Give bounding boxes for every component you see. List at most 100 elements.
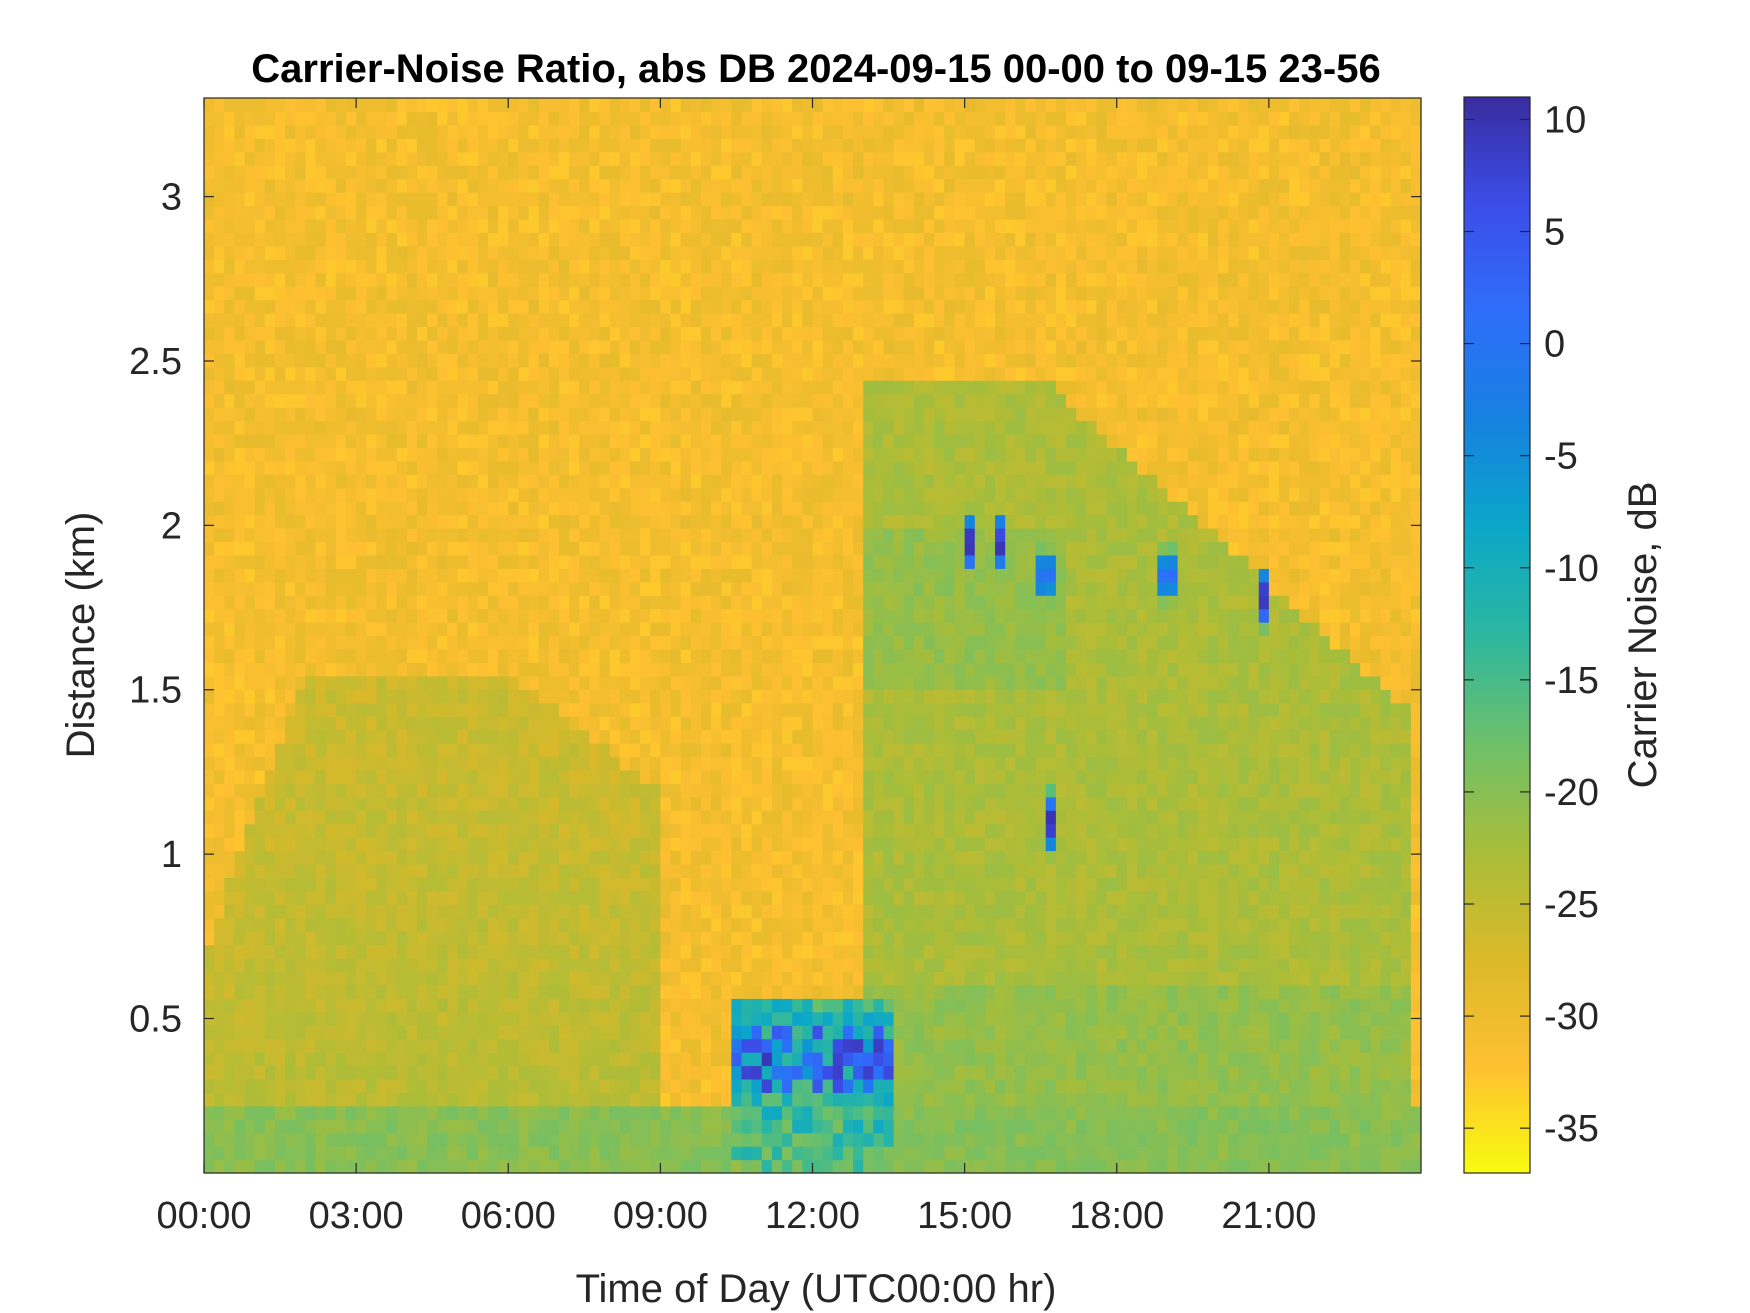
- heatmap-cell: [315, 554, 327, 569]
- heatmap-cell: [244, 769, 256, 784]
- heatmap-cell: [335, 272, 347, 287]
- heatmap-cell: [204, 568, 215, 583]
- heatmap-cell: [477, 447, 489, 462]
- heatmap-cell: [508, 904, 519, 919]
- heatmap-cell: [204, 460, 215, 475]
- heatmap-cell: [416, 98, 428, 113]
- heatmap-cell: [670, 1092, 682, 1107]
- heatmap-cell: [325, 702, 337, 717]
- heatmap-cell: [376, 904, 388, 919]
- heatmap-cell: [214, 608, 225, 623]
- heatmap-cell: [376, 554, 388, 569]
- heatmap-cell: [629, 917, 641, 932]
- heatmap-cell: [558, 716, 570, 731]
- heatmap-cell: [660, 1119, 672, 1134]
- heatmap-cell: [264, 433, 276, 448]
- heatmap-cell: [629, 756, 641, 771]
- heatmap-cell: [376, 474, 388, 489]
- heatmap-cell: [325, 541, 337, 556]
- heatmap-cell: [640, 917, 651, 932]
- heatmap-cell: [396, 393, 408, 408]
- heatmap-cell: [569, 339, 580, 354]
- heatmap-cell: [396, 823, 408, 838]
- heatmap-cell: [335, 393, 347, 408]
- heatmap-cell: [487, 178, 499, 193]
- heatmap-cell: [487, 487, 499, 502]
- heatmap-cell: [599, 1105, 611, 1120]
- heatmap-cell: [741, 702, 753, 717]
- heatmap-cell: [457, 581, 469, 596]
- heatmap-cell: [690, 931, 702, 946]
- heatmap-cell: [569, 863, 580, 878]
- heatmap-cell: [295, 1025, 307, 1040]
- heatmap-cell: [629, 407, 641, 422]
- heatmap-cell: [538, 877, 550, 892]
- heatmap-cell: [711, 299, 722, 314]
- heatmap-cell: [569, 326, 580, 341]
- heatmap-cell: [427, 178, 438, 193]
- heatmap-cell: [802, 165, 814, 180]
- heatmap-cell: [812, 205, 824, 220]
- heatmap-cell: [761, 904, 773, 919]
- heatmap-cell: [305, 487, 317, 502]
- heatmap-cell: [782, 353, 793, 368]
- heatmap-cell: [761, 971, 773, 986]
- heatmap-cell: [244, 98, 256, 113]
- heatmap-cell: [812, 487, 824, 502]
- heatmap-cell: [295, 98, 307, 113]
- heatmap-cell: [609, 622, 621, 637]
- heatmap-cell: [254, 1011, 266, 1026]
- heatmap-cell: [680, 447, 692, 462]
- heatmap-cell: [406, 568, 418, 583]
- heatmap-cell: [670, 192, 682, 207]
- heatmap-cell: [670, 1119, 682, 1134]
- heatmap-cell: [822, 863, 834, 878]
- heatmap-cell: [224, 863, 236, 878]
- heatmap-cell: [447, 796, 459, 811]
- heatmap-cell: [771, 339, 783, 354]
- heatmap-cell: [711, 1065, 722, 1080]
- heatmap-cell: [711, 151, 722, 166]
- heatmap-cell: [345, 1119, 357, 1134]
- heatmap-cell: [822, 407, 834, 422]
- heatmap-cell: [528, 1078, 540, 1093]
- heatmap-cell: [386, 366, 398, 381]
- heatmap-cell: [680, 877, 692, 892]
- heatmap-cell: [660, 1078, 672, 1093]
- heatmap-cell: [487, 98, 499, 113]
- heatmap-cell: [589, 259, 601, 274]
- heatmap-cell: [508, 218, 519, 233]
- heatmap-cell: [711, 568, 722, 583]
- heatmap-cell: [305, 837, 317, 852]
- heatmap-cell: [386, 420, 398, 435]
- heatmap-cell: [386, 218, 398, 233]
- heatmap-cell: [437, 433, 448, 448]
- heatmap-cell: [802, 622, 814, 637]
- heatmap-cell: [264, 958, 276, 973]
- heatmap-cell: [447, 259, 459, 274]
- heatmap-cell: [558, 514, 570, 529]
- heatmap-cell: [589, 648, 601, 663]
- heatmap-cell: [224, 487, 236, 502]
- heatmap-cell: [528, 380, 540, 395]
- heatmap-cell: [396, 931, 408, 946]
- heatmap-cell: [792, 1105, 803, 1120]
- heatmap-cell: [234, 743, 246, 758]
- heatmap-cell: [376, 501, 388, 516]
- heatmap-cell: [204, 554, 215, 569]
- heatmap-cell: [305, 1092, 317, 1107]
- heatmap-cell: [274, 1078, 286, 1093]
- heatmap-cell: [751, 366, 763, 381]
- heatmap-cell: [538, 1119, 550, 1134]
- heatmap-cell: [538, 138, 550, 153]
- heatmap-cell: [487, 689, 499, 704]
- heatmap-cell: [325, 165, 337, 180]
- heatmap-cell: [335, 299, 347, 314]
- heatmap-cell: [437, 98, 448, 113]
- heatmap-cell: [366, 917, 378, 932]
- heatmap-cell: [751, 810, 763, 825]
- heatmap-cell: [315, 299, 327, 314]
- heatmap-cell: [508, 1065, 519, 1080]
- heatmap-cell: [467, 783, 479, 798]
- heatmap-cell: [447, 554, 459, 569]
